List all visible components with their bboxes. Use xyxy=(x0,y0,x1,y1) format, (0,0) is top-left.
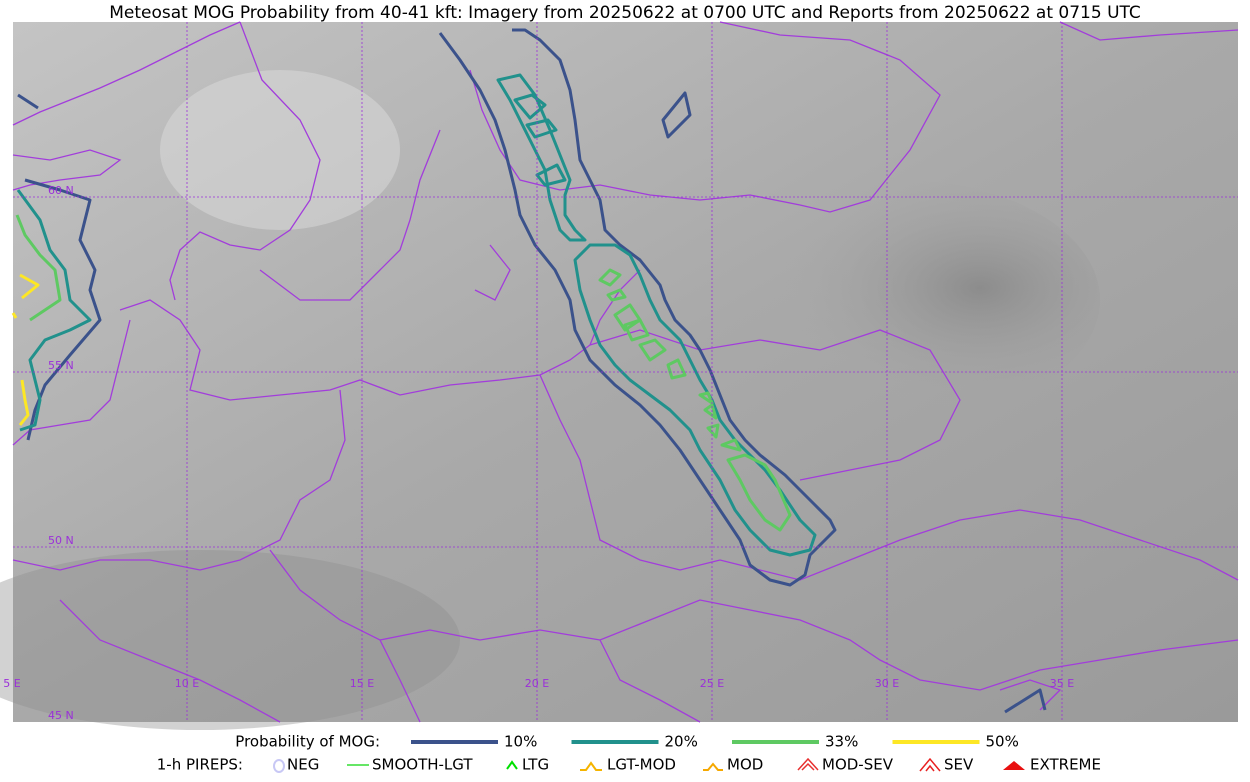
legend-title: 1-h PIREPS: xyxy=(157,756,243,774)
pirep-icon xyxy=(580,761,602,771)
legend-label: LGT-MOD xyxy=(607,756,676,774)
map: 60 N 55 N 50 N 45 N 5 E 10 E 15 E 20 E 25 E 30 E 3… xyxy=(0,21,1239,730)
contour-10 xyxy=(17,93,39,110)
contour-33 xyxy=(706,423,720,439)
contour-50 xyxy=(11,312,18,319)
contour-33 xyxy=(15,214,62,322)
pirep-icon xyxy=(797,757,819,771)
imagery-shade xyxy=(0,550,460,730)
longitude-label: 5 E xyxy=(3,677,20,690)
contour-20 xyxy=(535,163,567,187)
pirep-icon xyxy=(1003,761,1025,770)
legend-label: SMOOTH-LGT xyxy=(372,756,473,774)
contour-10 xyxy=(438,28,837,587)
pirep-icon xyxy=(506,760,518,770)
contour-20 xyxy=(496,73,587,242)
contour-33 xyxy=(703,403,718,420)
longitude-label: 30 E xyxy=(875,677,899,690)
contour-10 xyxy=(661,91,692,139)
longitude-label: 15 E xyxy=(350,677,374,690)
legend-label: LTG xyxy=(522,756,549,774)
contour-10 xyxy=(24,178,102,441)
legend-label: EXTREME xyxy=(1030,756,1101,774)
contours xyxy=(11,28,1047,714)
longitude-label: 35 E xyxy=(1050,677,1074,690)
title: Meteosat MOG Probability from 40-41 kft:… xyxy=(109,3,1141,23)
contour-33 xyxy=(720,438,742,452)
contour-20 xyxy=(525,118,558,139)
contour-33 xyxy=(598,268,622,287)
legend-label: SEV xyxy=(944,756,974,774)
contour-50 xyxy=(18,379,30,426)
legend-label: 50% xyxy=(986,733,1019,751)
contour-20 xyxy=(16,189,92,432)
contour-33 xyxy=(606,288,627,302)
legend-label: 10% xyxy=(504,733,537,751)
contour-33 xyxy=(638,338,667,362)
latitude-label: 45 N xyxy=(48,709,74,722)
latitude-label: 50 N xyxy=(48,534,74,547)
contour-20 xyxy=(573,243,817,557)
pirep-icon xyxy=(703,762,723,771)
legend-label: MOD-SEV xyxy=(822,756,894,774)
legend-label: 33% xyxy=(825,733,858,751)
imagery-shade xyxy=(700,180,1100,420)
contour-20 xyxy=(513,93,547,120)
legend-label: MOD xyxy=(727,756,763,774)
legend-title: Probability of MOG: xyxy=(235,733,380,751)
legend-label: NEG xyxy=(287,756,319,774)
longitude-label: 10 E xyxy=(175,677,199,690)
latitude-label: 55 N xyxy=(48,359,74,372)
longitude-label: 25 E xyxy=(700,677,724,690)
imagery-shade xyxy=(160,70,400,230)
contour-33 xyxy=(698,391,714,405)
longitude-label: 20 E xyxy=(525,677,549,690)
contour-10 xyxy=(1004,688,1047,714)
legend-label: 20% xyxy=(665,733,698,751)
pirep-icon xyxy=(919,757,941,772)
pirep-icon xyxy=(273,759,285,773)
graticule: 60 N 55 N 50 N 45 N 5 E 10 E 15 E 20 E 25 E 30 E 3… xyxy=(3,22,1238,722)
legend: Probability of MOG: 10% 20% 33% 50% 1-h PIREP… xyxy=(157,733,1101,774)
latitude-label: 60 N xyxy=(48,184,74,197)
contour-33 xyxy=(726,453,792,532)
contour-33 xyxy=(666,358,687,380)
contour-50 xyxy=(19,273,40,300)
contour-33 xyxy=(623,318,650,342)
